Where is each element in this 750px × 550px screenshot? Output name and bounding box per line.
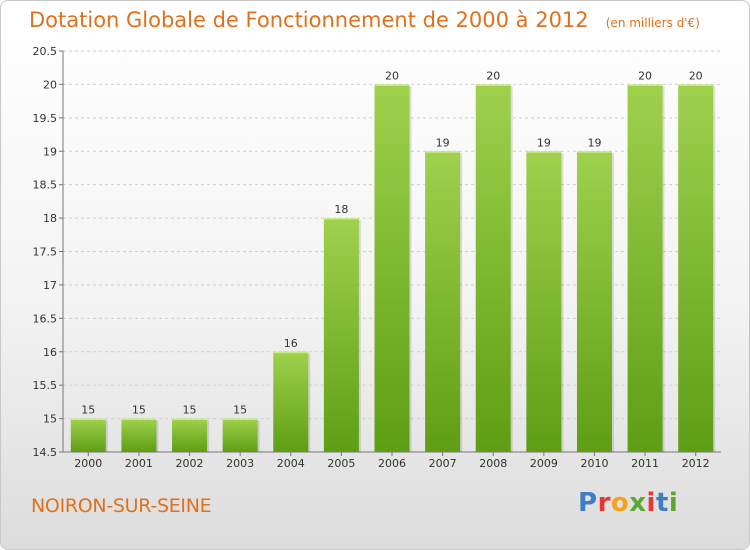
x-tick-label: 2007 [429, 457, 457, 470]
chart-title: Dotation Globale de Fonctionnement de 20… [29, 8, 589, 32]
bar [475, 84, 511, 453]
bar-value-label: 15 [81, 404, 95, 417]
bar-value-label: 15 [132, 404, 146, 417]
bar-highlight [374, 84, 410, 86]
bar-value-label: 19 [587, 136, 601, 149]
bar-value-label: 20 [689, 69, 703, 82]
bar [172, 418, 208, 452]
bar [678, 84, 714, 453]
bar-highlight [323, 218, 359, 220]
y-tick-label: 17.5 [33, 246, 58, 259]
x-tick-label: 2006 [378, 457, 406, 470]
y-tick-label: 16.5 [33, 312, 58, 325]
bar-highlight [425, 151, 461, 153]
bar-highlight [222, 418, 258, 421]
x-tick-label: 2011 [631, 457, 659, 470]
bar-value-label: 19 [436, 136, 450, 149]
bar [222, 418, 258, 452]
bar-highlight [475, 84, 511, 86]
commune-name: NOIRON-SUR-SEINE [31, 495, 212, 517]
bar-highlight [526, 151, 562, 153]
y-tick-label: 17 [43, 279, 57, 292]
y-tick-label: 16 [43, 346, 57, 359]
chart-unit: (en milliers d'€) [605, 16, 700, 30]
logo-letter: P [578, 488, 598, 518]
y-tick-label: 15.5 [33, 379, 58, 392]
bar [273, 351, 309, 452]
bar [70, 418, 106, 452]
bar-value-label: 20 [486, 69, 500, 82]
proxiti-logo: Proxiti [578, 488, 678, 518]
x-tick-label: 2004 [277, 457, 305, 470]
logo-letter: t [655, 488, 669, 518]
logo-letter: o [610, 488, 630, 518]
x-tick-label: 2005 [327, 457, 355, 470]
y-tick-label: 18.5 [33, 179, 58, 192]
x-tick-label: 2001 [125, 457, 153, 470]
title-row: Dotation Globale de Fonctionnement de 20… [29, 8, 700, 32]
y-tick-label: 15 [43, 413, 57, 426]
bar-highlight [273, 351, 309, 354]
bar-highlight [627, 84, 663, 86]
bar-highlight [678, 84, 714, 86]
bar [425, 151, 461, 452]
y-tick-label: 19 [43, 145, 57, 158]
logo-letter: r [597, 488, 611, 518]
y-tick-label: 18 [43, 212, 57, 225]
bar-highlight [576, 151, 612, 153]
labels: 15 2000 15 2001 15 2002 15 2003 16 2004 18 2005 20 20… [74, 69, 709, 470]
bar-highlight [172, 418, 208, 421]
y-tick-label: 20 [43, 78, 57, 91]
bar [121, 418, 157, 452]
y-tick-label: 20.5 [33, 45, 58, 58]
bar-highlight [121, 418, 157, 421]
bar-value-label: 15 [183, 404, 197, 417]
bar [627, 84, 663, 453]
x-tick-label: 2012 [682, 457, 710, 470]
y-tick-label: 19.5 [33, 112, 58, 125]
logo-letter: i [646, 488, 656, 518]
x-tick-label: 2000 [74, 457, 102, 470]
x-tick-label: 2003 [226, 457, 254, 470]
bar [526, 151, 562, 452]
bar [576, 151, 612, 452]
logo-letter: x [629, 488, 647, 518]
bar-value-label: 18 [334, 203, 348, 216]
bar [323, 218, 359, 452]
x-tick-label: 2008 [479, 457, 507, 470]
x-tick-label: 2010 [580, 457, 608, 470]
bars [70, 84, 716, 453]
bar-value-label: 15 [233, 404, 247, 417]
x-tick-label: 2009 [530, 457, 558, 470]
bar-value-label: 16 [284, 337, 298, 350]
bar-value-label: 20 [385, 69, 399, 82]
y-tick-label: 14.5 [33, 446, 58, 459]
x-tick-label: 2002 [176, 457, 204, 470]
logo-letter: i [668, 488, 679, 518]
bar-value-label: 19 [537, 136, 551, 149]
bar-value-label: 20 [638, 69, 652, 82]
bar-highlight [70, 418, 106, 421]
bar [374, 84, 410, 453]
